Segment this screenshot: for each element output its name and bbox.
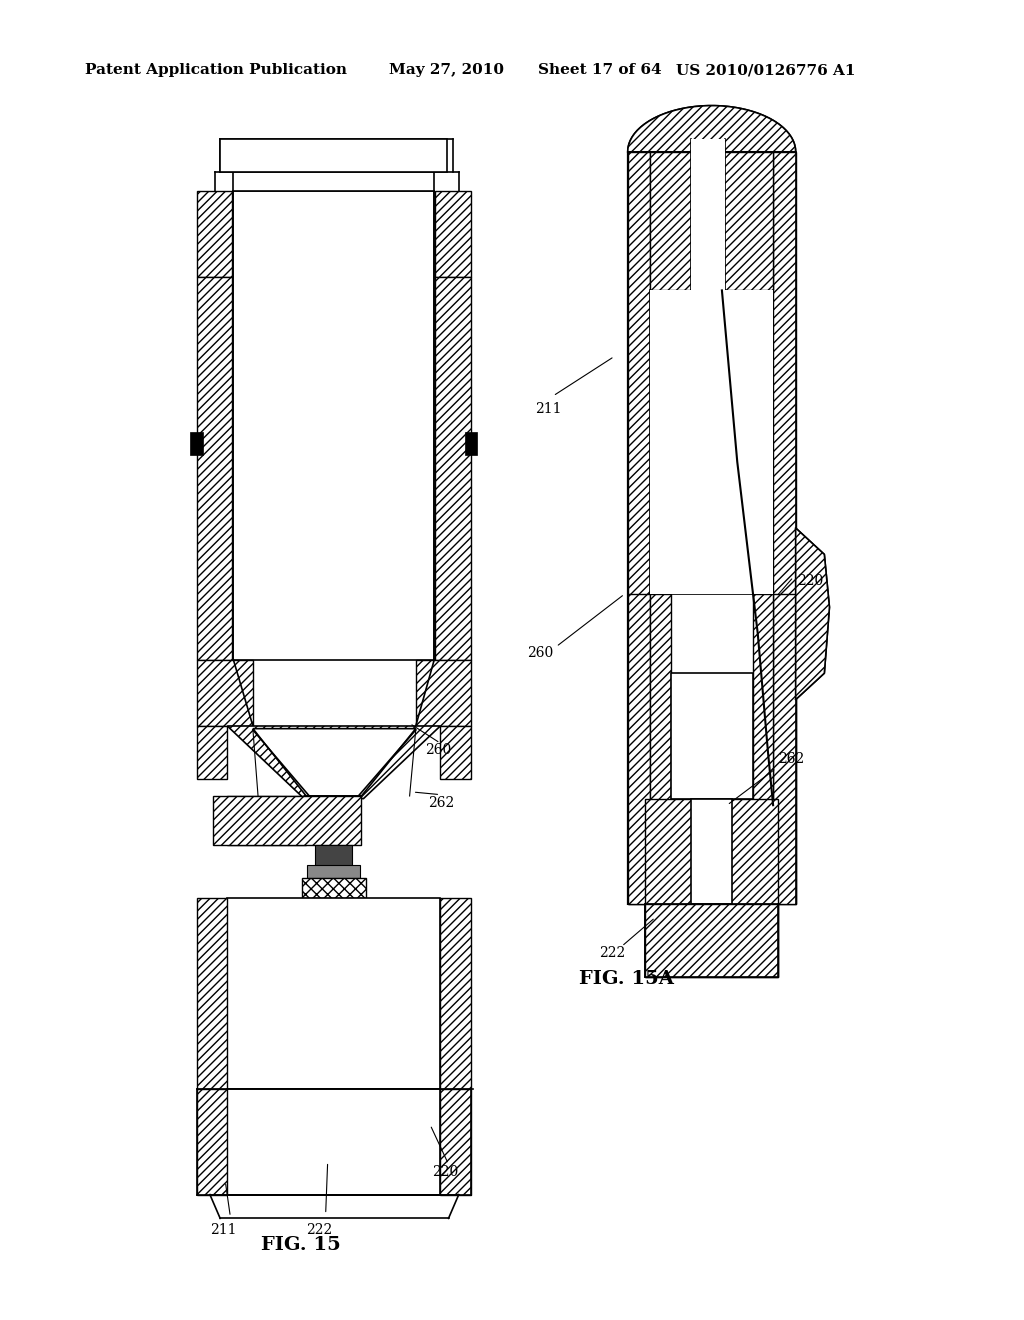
Polygon shape	[628, 106, 796, 977]
Text: 211: 211	[535, 403, 561, 416]
Bar	[227, 1089, 440, 1195]
Bar	[773, 152, 796, 904]
Bar	[691, 139, 725, 290]
Text: 222: 222	[306, 1224, 333, 1237]
Text: May 27, 2010: May 27, 2010	[389, 63, 504, 78]
Text: 222: 222	[599, 946, 626, 960]
Bar	[306, 796, 361, 845]
Text: 220: 220	[432, 1166, 459, 1179]
Text: FIG. 15: FIG. 15	[261, 1236, 341, 1254]
Bar	[753, 594, 773, 904]
Polygon shape	[628, 106, 796, 152]
Bar	[220, 139, 447, 172]
Bar	[233, 172, 434, 191]
Bar	[233, 191, 434, 660]
Polygon shape	[796, 528, 829, 700]
Bar	[671, 673, 753, 799]
Bar	[650, 152, 773, 290]
Text: Patent Application Publication: Patent Application Publication	[85, 63, 347, 78]
Text: 260: 260	[526, 647, 553, 660]
Bar	[645, 904, 778, 977]
Bar	[416, 660, 471, 726]
Bar	[465, 432, 477, 455]
Text: 220: 220	[797, 574, 823, 587]
Bar	[645, 904, 778, 977]
Bar	[440, 898, 471, 1089]
Bar	[435, 191, 471, 277]
Text: 211: 211	[210, 1224, 237, 1237]
Bar	[645, 799, 778, 904]
Polygon shape	[227, 726, 440, 799]
Bar	[440, 1089, 471, 1195]
Bar	[197, 191, 232, 277]
Bar	[628, 152, 650, 904]
Text: 262: 262	[778, 752, 805, 766]
Bar	[691, 799, 732, 904]
Bar	[190, 432, 203, 455]
Bar	[197, 277, 232, 660]
Text: FIG. 15A: FIG. 15A	[579, 970, 674, 989]
Bar	[628, 594, 650, 904]
Bar	[773, 594, 796, 904]
Bar	[302, 878, 366, 898]
Bar	[227, 898, 440, 1089]
Bar	[435, 277, 471, 660]
Text: Sheet 17 of 64: Sheet 17 of 64	[538, 63, 662, 78]
Bar	[650, 594, 671, 904]
Text: 262: 262	[428, 796, 455, 809]
Bar	[197, 660, 253, 726]
Bar	[197, 1089, 227, 1195]
Bar	[440, 726, 471, 779]
Bar	[197, 726, 227, 779]
Bar	[213, 796, 361, 845]
Text: 260: 260	[425, 743, 452, 756]
Bar	[315, 845, 352, 871]
Bar	[197, 898, 227, 1089]
Text: US 2010/0126776 A1: US 2010/0126776 A1	[676, 63, 855, 78]
Bar	[307, 865, 360, 878]
Bar	[227, 796, 306, 845]
Bar	[650, 290, 773, 594]
Polygon shape	[253, 729, 416, 796]
